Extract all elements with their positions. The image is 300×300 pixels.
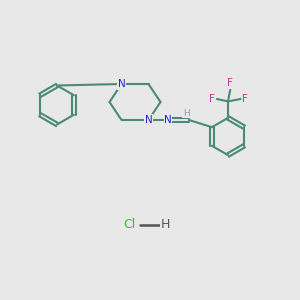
Text: H: H bbox=[160, 218, 170, 232]
Text: N: N bbox=[164, 115, 172, 125]
Text: Cl: Cl bbox=[123, 218, 135, 232]
Text: N: N bbox=[145, 115, 152, 125]
Text: F: F bbox=[209, 94, 215, 104]
Text: F: F bbox=[242, 94, 248, 104]
Text: F: F bbox=[227, 78, 233, 88]
Text: N: N bbox=[118, 79, 125, 89]
Text: H: H bbox=[183, 109, 189, 118]
